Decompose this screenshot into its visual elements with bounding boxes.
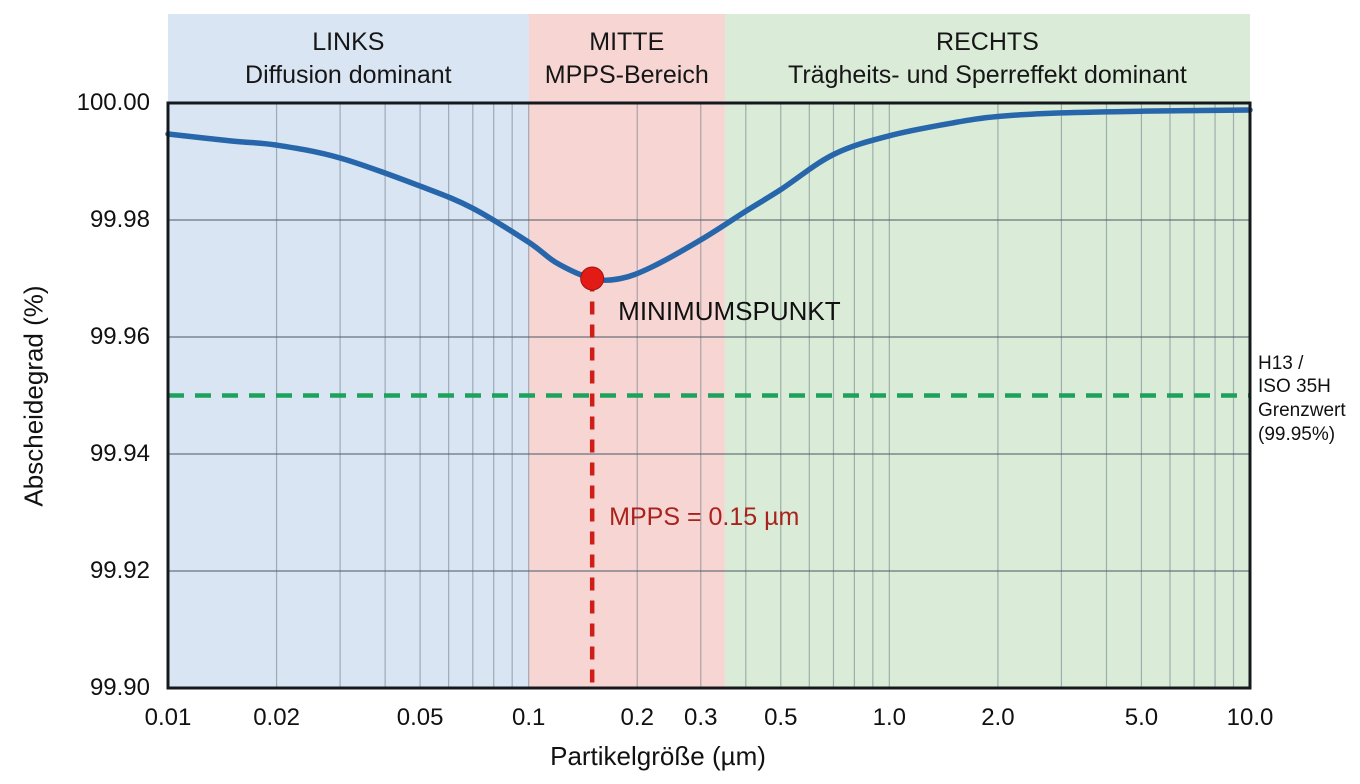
region-subtitle-mitte: MPPS-Bereich	[544, 60, 709, 89]
x-axis-title: Partikelgröße (µm)	[550, 741, 766, 771]
region-header-band: LINKS Diffusion dominant MITTE MPPS-Bereich…	[168, 14, 1250, 103]
plot-border	[166, 101, 1252, 690]
x-tick-label-0.3: 0.3	[684, 704, 718, 731]
region-subtitle-rechts: Trägheits- und Sperreffekt dominant	[788, 60, 1187, 89]
x-tick-label-0.5: 0.5	[764, 704, 798, 731]
x-tick-label-0.01: 0.01	[144, 704, 192, 731]
region-subtitle-links: Diffusion dominant	[245, 60, 452, 89]
y-tick-label-100.00: 100.00	[76, 89, 150, 116]
y-tick-label-99.94: 99.94	[89, 440, 150, 467]
region-title-mitte: MITTE	[589, 28, 665, 56]
region-band-mitte: MITTE MPPS-Bereich	[528, 14, 725, 103]
y-axis-title: Abscheidegrad (%)	[18, 285, 49, 507]
region-band-rechts: RECHTS Trägheits- und Sperreffekt dominan…	[724, 14, 1250, 103]
x-tick-label-0.05: 0.05	[396, 704, 444, 731]
plot-area	[165, 101, 1253, 690]
y-tick-label-99.96: 99.96	[89, 323, 150, 350]
region-band-links: LINKS Diffusion dominant	[168, 14, 529, 103]
y-tick-label-99.98: 99.98	[89, 206, 150, 233]
efficiency-curve	[165, 107, 1253, 283]
limit-line-label: H13 / ISO 35H Grenzwert (99.95%)	[1258, 352, 1346, 446]
x-tick-label-10.0: 10.0	[1226, 704, 1274, 731]
minimum-point-marker	[580, 266, 605, 291]
x-tick-label-0.1: 0.1	[511, 704, 546, 731]
y-tick-label-99.90: 99.90	[89, 674, 150, 701]
y-tick-label-99.92: 99.92	[89, 557, 150, 584]
region-title-links: LINKS	[312, 28, 385, 56]
x-tick-label-0.2: 0.2	[620, 704, 654, 731]
minimum-point-label: MINIMUMSPUNKT	[618, 295, 841, 326]
x-tick-label-5.0: 5.0	[1124, 704, 1159, 731]
mpps-value-label: MPPS = 0.15 µm	[609, 503, 800, 531]
x-tick-label-1.0: 1.0	[872, 704, 907, 731]
x-tick-label-2.0: 2.0	[981, 704, 1015, 731]
x-tick-label-0.02: 0.02	[253, 704, 300, 731]
region-title-rechts: RECHTS	[936, 28, 1039, 56]
